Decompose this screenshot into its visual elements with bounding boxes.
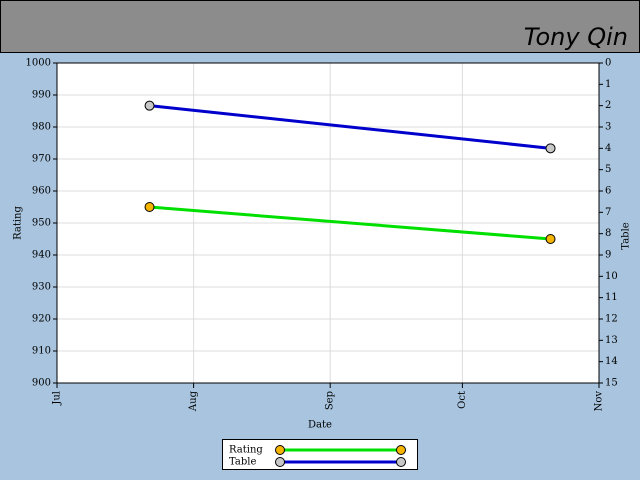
legend-marker bbox=[275, 445, 285, 455]
plot-frame bbox=[56, 62, 600, 384]
y-tick-label: 940 bbox=[32, 250, 51, 261]
x-axis-label: Date bbox=[308, 420, 332, 431]
y2-tick-label: 2 bbox=[605, 100, 611, 111]
y2-tick-label: 6 bbox=[605, 186, 611, 197]
y-tick-label: 920 bbox=[32, 314, 51, 325]
y2-tick-label: 7 bbox=[605, 207, 611, 218]
point bbox=[545, 234, 556, 244]
point bbox=[144, 202, 155, 212]
y-tick-label: 1000 bbox=[26, 58, 51, 69]
y-tick-label: 950 bbox=[32, 218, 51, 229]
x-tick-label: Sep bbox=[325, 391, 336, 410]
y2-tick-label: 13 bbox=[605, 335, 618, 346]
y2-tick-label: 0 bbox=[605, 58, 611, 69]
legend bbox=[222, 439, 418, 470]
y-tick-label: 910 bbox=[32, 346, 51, 357]
y2-tick-label: 10 bbox=[605, 271, 618, 282]
y2-axis-label: Table bbox=[621, 222, 632, 249]
y2-tick-label: 14 bbox=[605, 356, 618, 367]
legend-label: Rating bbox=[229, 445, 263, 456]
legend-marker bbox=[396, 445, 406, 455]
y-tick-label: 930 bbox=[32, 282, 51, 293]
y2-tick-label: 12 bbox=[605, 314, 618, 325]
y2-tick-label: 1 bbox=[605, 79, 611, 90]
y-axis-label: Rating bbox=[13, 206, 24, 240]
legend-marker bbox=[275, 457, 285, 467]
legend-label: Table bbox=[229, 457, 256, 468]
y-tick-label: 980 bbox=[32, 122, 51, 133]
legend-marker bbox=[396, 457, 406, 467]
header-bar bbox=[0, 0, 640, 53]
x-tick-label: Oct bbox=[457, 391, 468, 409]
y2-tick-label: 4 bbox=[605, 143, 611, 154]
series-line bbox=[149, 104, 551, 150]
series-line bbox=[149, 205, 551, 241]
point bbox=[144, 100, 155, 111]
y-tick-label: 960 bbox=[32, 186, 51, 197]
x-tick-label: Jul bbox=[52, 391, 63, 406]
y2-tick-label: 11 bbox=[605, 292, 618, 303]
y-tick-label: 900 bbox=[32, 378, 51, 389]
x-tick-label: Nov bbox=[594, 391, 605, 412]
y2-tick-label: 9 bbox=[605, 250, 611, 261]
y2-tick-label: 8 bbox=[605, 228, 611, 239]
y-tick-label: 970 bbox=[32, 154, 51, 165]
y2-tick-label: 3 bbox=[605, 122, 611, 133]
y-tick-label: 990 bbox=[32, 90, 51, 101]
y2-tick-label: 5 bbox=[605, 164, 611, 175]
y2-tick-label: 15 bbox=[605, 378, 618, 389]
header-title: Tony Qin bbox=[524, 23, 628, 51]
point bbox=[545, 143, 556, 154]
x-tick-label: Aug bbox=[188, 390, 199, 412]
